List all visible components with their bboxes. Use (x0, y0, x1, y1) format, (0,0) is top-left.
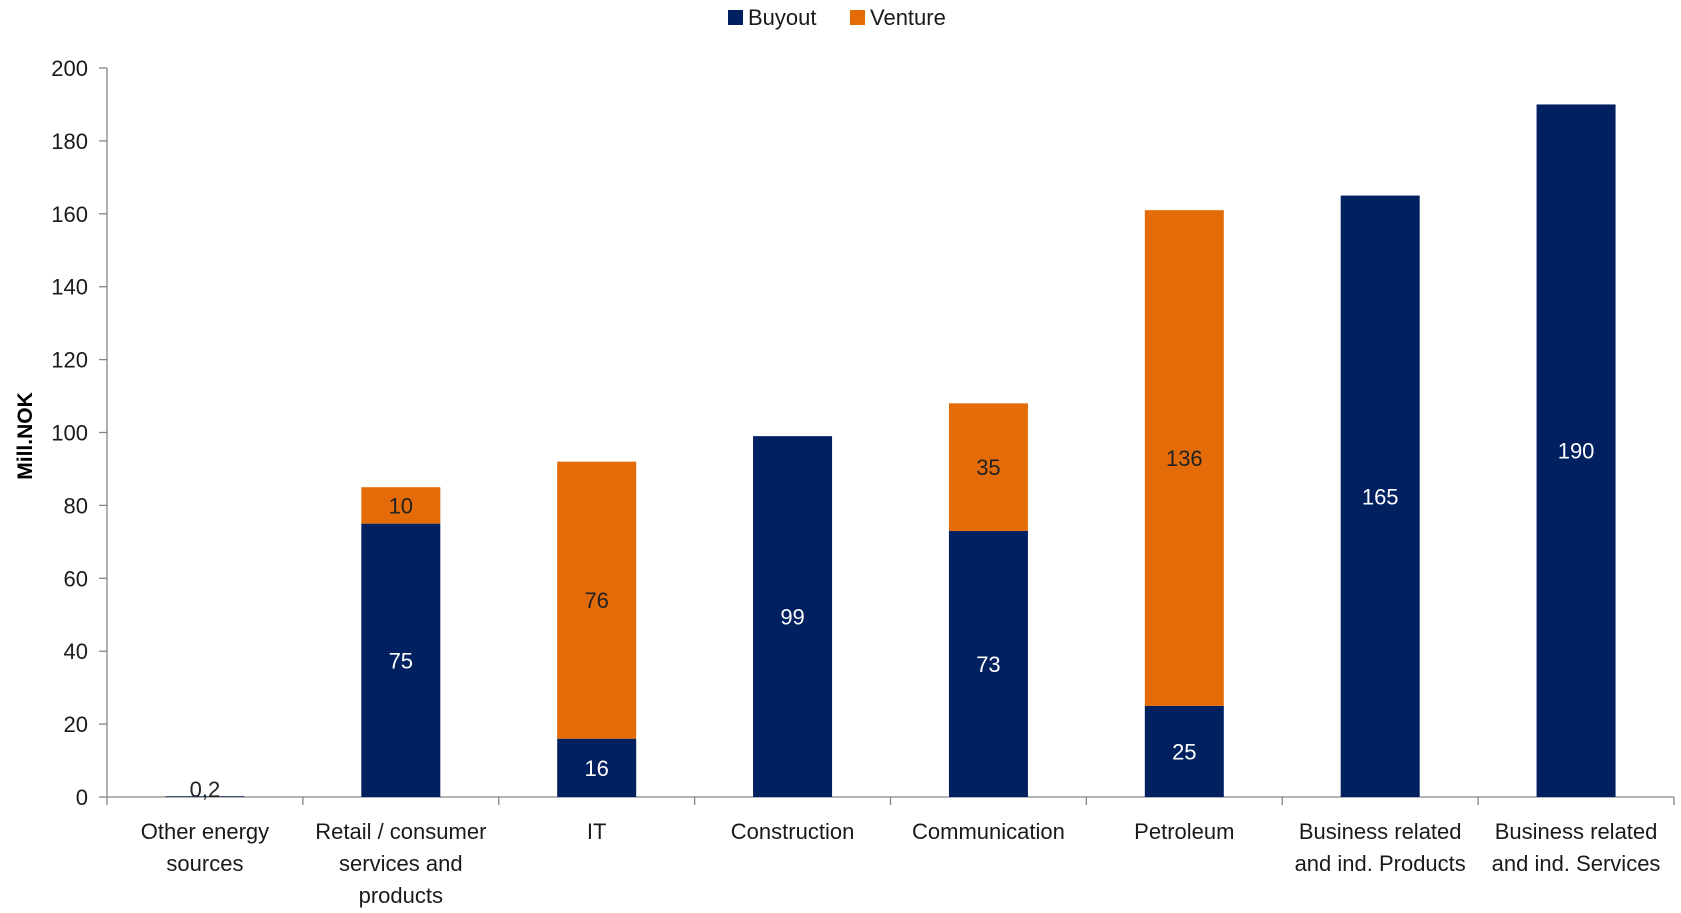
data-label-venture: 76 (584, 588, 608, 613)
data-label-venture: 35 (976, 455, 1000, 480)
data-label-buyout: 73 (976, 652, 1000, 677)
bars (165, 104, 1616, 797)
data-label-buyout: 0,2 (190, 777, 221, 802)
y-tick-label: 40 (64, 639, 88, 664)
bar-venture (1144, 210, 1224, 706)
data-label-venture: 136 (1166, 446, 1203, 471)
y-axis-title-group: Mill.NOK (14, 392, 37, 480)
y-axis-title: Mill.NOK (14, 392, 37, 480)
bar-buyout (1144, 705, 1224, 797)
bar-buyout (557, 738, 637, 797)
legend-label-buyout: Buyout (748, 5, 817, 30)
data-label-buyout: 16 (584, 756, 608, 781)
x-tick-label: Communication (912, 819, 1065, 844)
bar-buyout (165, 796, 245, 797)
bar-buyout (361, 523, 441, 797)
legend-label-venture: Venture (870, 5, 946, 30)
axes: 0 20 40 60 80 100 120 140 160 180 200 (51, 56, 1675, 810)
y-tick-label: 180 (51, 129, 88, 154)
data-labels: 0,2 75 10 16 76 99 73 35 25 136 165 190 (190, 439, 1595, 802)
y-tick-label: 140 (51, 275, 88, 300)
y-tick-label: 100 (51, 421, 88, 446)
bar-buyout (753, 436, 833, 797)
x-tick-label: Other energy (141, 819, 269, 844)
data-label-venture: 10 (389, 493, 413, 518)
x-tick-label: Petroleum (1134, 819, 1234, 844)
y-tick-label: 120 (51, 348, 88, 373)
data-label-buyout: 165 (1362, 484, 1399, 509)
bar-buyout (1536, 104, 1616, 797)
y-tick-label: 160 (51, 202, 88, 227)
bar-venture (557, 461, 637, 739)
legend-swatch-buyout (728, 10, 743, 25)
data-label-buyout: 99 (780, 605, 804, 630)
bar-venture (948, 403, 1028, 531)
y-tick-label: 0 (76, 785, 88, 810)
legend: Buyout Venture (728, 5, 946, 30)
x-tick-label: Business related (1299, 819, 1462, 844)
bar-buyout (1340, 195, 1420, 797)
x-tick-label: Retail / consumer (315, 819, 486, 844)
x-tick-label: products (359, 883, 443, 908)
bar-buyout (948, 530, 1028, 797)
x-tick-label: IT (587, 819, 607, 844)
x-tick-label: and ind. Services (1492, 851, 1661, 876)
x-tick-labels: Other energy sources Retail / consumer serv… (141, 819, 1661, 908)
data-label-buyout: 75 (389, 648, 413, 673)
x-tick-label: and ind. Products (1295, 851, 1466, 876)
x-tick-label: services and (339, 851, 463, 876)
x-tick-label: Construction (731, 819, 855, 844)
data-label-buyout: 190 (1558, 439, 1595, 464)
x-tick-label: Business related (1495, 819, 1658, 844)
x-tick-label: sources (166, 851, 243, 876)
y-tick-label: 200 (51, 56, 88, 81)
y-tick-label: 80 (64, 493, 88, 518)
y-tick-label: 60 (64, 566, 88, 591)
y-tick-label: 20 (64, 712, 88, 737)
bar-venture (361, 487, 441, 524)
legend-swatch-venture (850, 10, 865, 25)
data-label-buyout: 25 (1172, 739, 1196, 764)
